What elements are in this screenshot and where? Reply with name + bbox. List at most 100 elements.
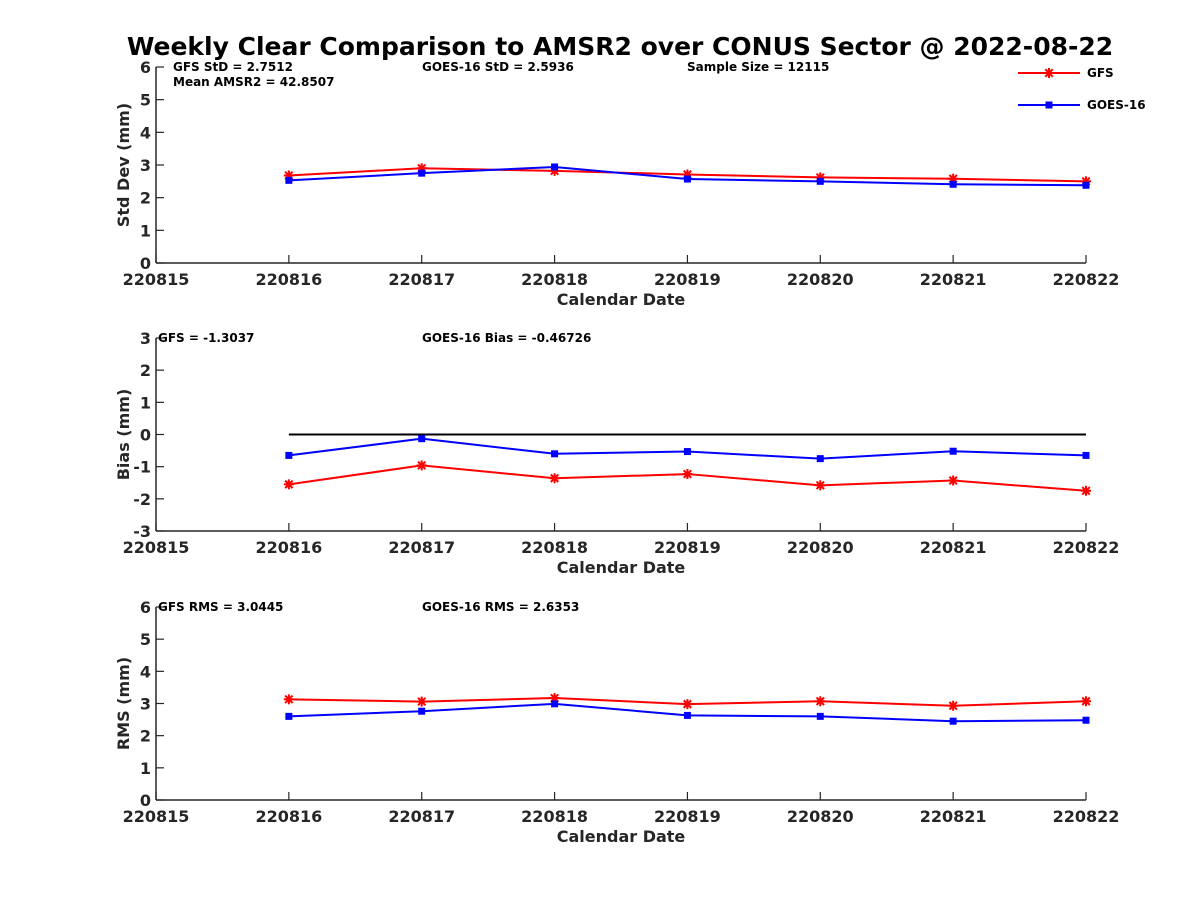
- y-tick-label: 2: [140, 361, 151, 380]
- series-goes-16: [285, 163, 1090, 189]
- y-tick-label: 3: [140, 156, 151, 175]
- legend-label: GFS: [1087, 66, 1114, 80]
- stat-annotation: Mean AMSR2 = 42.8507: [173, 75, 334, 89]
- stat-annotation: GFS StD = 2.7512: [173, 60, 293, 74]
- y-tick-label: 3: [140, 695, 151, 714]
- x-tick-label: 220816: [255, 538, 322, 557]
- x-tick-label: 220816: [255, 807, 322, 826]
- x-tick-label: 220818: [521, 807, 588, 826]
- stat-annotation: GFS = -1.3037: [158, 331, 254, 345]
- data-point: [949, 717, 957, 725]
- x-tick-label: 220822: [1053, 538, 1120, 557]
- data-point: [285, 451, 293, 459]
- x-tick-label: 220820: [787, 807, 854, 826]
- data-point: [815, 696, 826, 707]
- data-point: [949, 180, 957, 188]
- data-point: [416, 696, 427, 707]
- x-tick-label: 220821: [920, 538, 987, 557]
- data-point: [816, 712, 824, 720]
- y-tick-label: 0: [140, 791, 151, 810]
- data-point: [551, 163, 559, 171]
- data-point: [949, 447, 957, 455]
- x-tick-label: 220819: [654, 807, 721, 826]
- x-tick-label: 220820: [787, 538, 854, 557]
- chart-title: Weekly Clear Comparison to AMSR2 over CO…: [127, 32, 1113, 61]
- series-gfs: [283, 163, 1091, 187]
- x-tick-label: 220815: [123, 538, 190, 557]
- data-point: [1082, 451, 1090, 459]
- legend-item-goes-16: GOES-16: [1018, 98, 1146, 112]
- y-tick-label: 0: [140, 426, 151, 445]
- data-point: [683, 175, 691, 183]
- x-axis-label: Calendar Date: [557, 558, 686, 577]
- data-point: [683, 711, 691, 719]
- x-tick-label: 220819: [654, 538, 721, 557]
- data-point: [283, 694, 294, 705]
- y-tick-label: 5: [140, 630, 151, 649]
- data-point: [416, 460, 427, 471]
- y-tick-label: -2: [133, 490, 151, 509]
- legend: GFS GOES-16: [1018, 66, 1146, 112]
- data-point: [285, 176, 293, 184]
- data-point: [1081, 485, 1091, 496]
- y-tick-label: 3: [140, 329, 151, 348]
- data-point: [683, 448, 691, 456]
- data-point: [816, 177, 824, 185]
- stat-annotation: Sample Size = 12115: [687, 60, 829, 74]
- plots-group: 0 1 2 3 4 5 6 220815 220816 220817 220818 220819 220…: [114, 58, 1119, 846]
- series-gfs: [283, 460, 1091, 496]
- legend-item-gfs: GFS: [1018, 66, 1114, 80]
- y-tick-label: 0: [140, 254, 151, 273]
- y-tick-label: 6: [140, 598, 151, 617]
- legend-label: GOES-16: [1087, 98, 1146, 112]
- data-point: [1082, 181, 1090, 189]
- x-tick-label: 220817: [388, 538, 455, 557]
- data-point: [418, 435, 426, 443]
- data-point: [682, 699, 693, 710]
- data-point: [948, 700, 959, 711]
- data-point: [285, 712, 293, 720]
- y-tick-label: -3: [133, 522, 151, 541]
- data-point: [551, 450, 559, 458]
- y-axis-label: Bias (mm): [114, 389, 133, 481]
- x-tick-label: 220821: [920, 270, 987, 289]
- panel-3: 0 1 2 3 4 5 6 220815 220816 220817 220818 220819 220…: [114, 598, 1119, 846]
- y-tick-label: 1: [140, 393, 151, 412]
- x-axis-label: Calendar Date: [557, 827, 686, 846]
- x-tick-label: 220818: [521, 270, 588, 289]
- panel-2: -3 -2 -1 0 1 2 3 220815 220816 220817 220818 220819…: [114, 329, 1119, 577]
- series-gfs: [283, 693, 1091, 711]
- x-tick-label: 220817: [388, 270, 455, 289]
- data-point: [551, 700, 559, 708]
- x-tick-label: 220822: [1053, 807, 1120, 826]
- x-tick-label: 220820: [787, 270, 854, 289]
- y-axis-label: Std Dev (mm): [114, 103, 133, 227]
- x-tick-label: 220819: [654, 270, 721, 289]
- x-tick-label: 220822: [1053, 270, 1120, 289]
- y-tick-label: 4: [140, 662, 151, 681]
- stat-annotation: GFS RMS = 3.0445: [158, 600, 283, 614]
- legend-marker: [1045, 101, 1053, 109]
- data-point: [549, 473, 560, 484]
- x-tick-label: 220816: [255, 270, 322, 289]
- y-tick-label: 2: [140, 727, 151, 746]
- data-point: [948, 475, 959, 486]
- y-tick-label: 4: [140, 123, 151, 142]
- x-axis-label: Calendar Date: [557, 290, 686, 309]
- data-point: [418, 707, 426, 715]
- data-point: [1082, 716, 1090, 724]
- panel-1: 0 1 2 3 4 5 6 220815 220816 220817 220818 220819 220…: [114, 58, 1119, 309]
- data-point: [682, 469, 693, 480]
- y-tick-label: 5: [140, 91, 151, 110]
- y-tick-label: 1: [140, 221, 151, 240]
- series-goes-16: [285, 435, 1090, 463]
- x-tick-label: 220821: [920, 807, 987, 826]
- legend-marker: [1044, 68, 1054, 78]
- y-tick-label: -1: [133, 458, 151, 477]
- data-point: [283, 479, 294, 490]
- data-point: [1081, 696, 1091, 707]
- series-goes-16: [285, 700, 1090, 725]
- stat-annotation: GOES-16 Bias = -0.46726: [422, 331, 591, 345]
- stat-annotation: GOES-16 RMS = 2.6353: [422, 600, 579, 614]
